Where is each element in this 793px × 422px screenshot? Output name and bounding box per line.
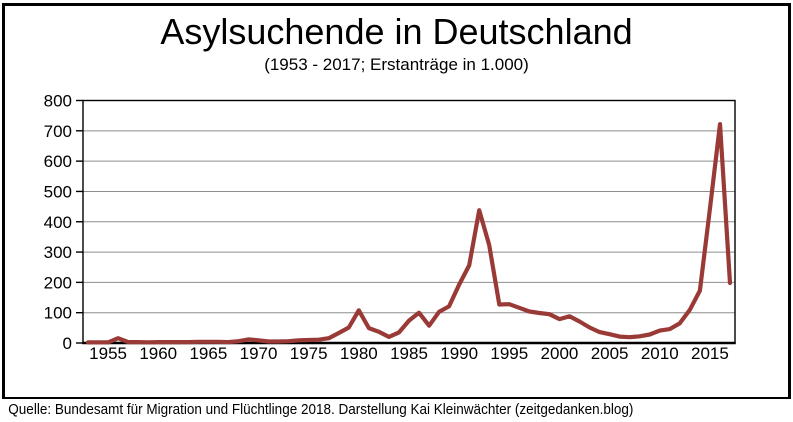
y-tick-label: 700 — [44, 122, 72, 141]
x-tick-label: 2000 — [541, 344, 579, 363]
y-tick-label: 100 — [44, 304, 72, 323]
x-tick-label: 1960 — [139, 344, 177, 363]
x-tick-label: 1990 — [440, 344, 478, 363]
x-tick-label: 1965 — [189, 344, 227, 363]
x-tick-label: 1995 — [490, 344, 528, 363]
y-tick-label: 0 — [63, 334, 72, 353]
y-tick-label: 800 — [44, 92, 72, 111]
source-box: Quelle: Bundesamt für Migration und Flüc… — [2, 397, 791, 420]
data-series-line — [85, 121, 733, 345]
y-tick-label: 400 — [44, 213, 72, 232]
y-tick-label: 300 — [44, 243, 72, 262]
y-tick-label: 500 — [44, 182, 72, 201]
x-tick-label: 1985 — [390, 344, 428, 363]
x-tick-label: 1970 — [240, 344, 278, 363]
x-tick-label: 1955 — [89, 344, 127, 363]
x-tick-label: 2005 — [591, 344, 629, 363]
y-tick-label: 600 — [44, 152, 72, 171]
y-tick-label: 200 — [44, 273, 72, 292]
chart-title: Asylsuchende in Deutschland — [160, 11, 633, 52]
source-text: Quelle: Bundesamt für Migration und Flüc… — [8, 401, 634, 418]
line-chart: 0 100 200 300 400 500 600 700 800 1955 1960 1965 197… — [44, 92, 736, 363]
x-tick-label: 1980 — [340, 344, 378, 363]
x-tick-label: 2010 — [641, 344, 679, 363]
chart-subtitle: (1953 - 2017; Erstanträge in 1.000) — [264, 55, 529, 74]
x-tick-label: 1975 — [290, 344, 328, 363]
x-tick-label: 2015 — [691, 344, 729, 363]
